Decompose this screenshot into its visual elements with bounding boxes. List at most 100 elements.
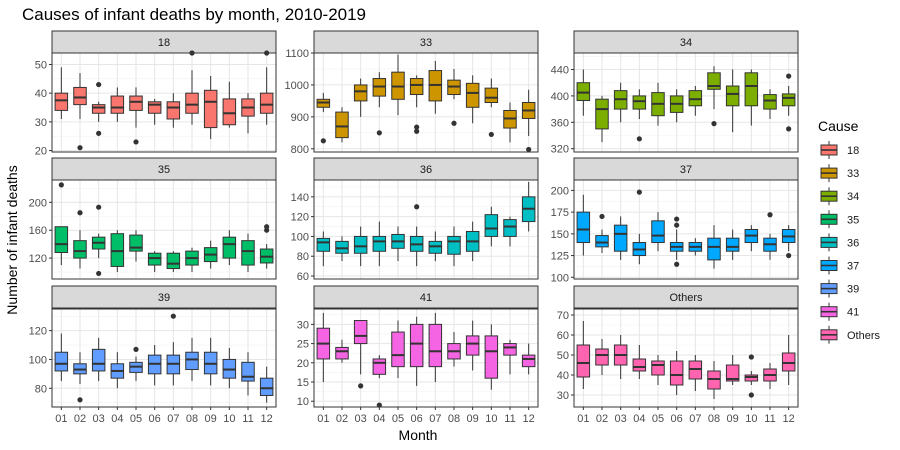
legend-label: 33 [847, 168, 859, 180]
x-tick-label: 08 [708, 413, 720, 425]
box-body [353, 84, 368, 102]
outlier-point [77, 210, 83, 216]
legend-label: 37 [847, 261, 859, 273]
panel-strip-label: 37 [680, 164, 692, 176]
x-tick-label: 10 [223, 413, 235, 425]
box-11 [763, 89, 777, 119]
box-12 [781, 86, 796, 116]
x-tick-label: 07 [167, 413, 179, 425]
outlier-point [674, 216, 680, 222]
box-body [484, 214, 499, 237]
y-tick-label: 10 [297, 396, 309, 408]
box-06 [669, 89, 684, 123]
box-05 [651, 212, 665, 252]
box-11 [763, 233, 777, 260]
x-tick-label: 02 [74, 413, 86, 425]
box-01 [316, 312, 331, 383]
box-02 [73, 352, 87, 384]
box-10 [744, 371, 759, 385]
box-12 [259, 244, 274, 269]
box-body [503, 219, 517, 237]
outlier-point [488, 131, 494, 138]
box-body [576, 211, 591, 244]
y-tick-label: 40 [35, 88, 47, 100]
outlier-point [674, 222, 680, 228]
box-body [651, 220, 665, 244]
legend-item-37: 37 [820, 256, 859, 275]
box-03 [613, 216, 628, 260]
plot-background [52, 309, 276, 407]
plot-background [314, 309, 538, 407]
outlier-point [414, 124, 420, 130]
legend-label: 34 [847, 191, 859, 203]
legend-label: 18 [847, 145, 859, 157]
y-tick-label: 400 [551, 91, 569, 103]
box-08 [447, 332, 461, 367]
box-body [54, 226, 69, 254]
chart-title: Causes of infant deaths by month, 2010-2… [22, 5, 366, 24]
box-body [409, 323, 424, 368]
box-02 [73, 73, 87, 119]
box-body [316, 237, 331, 252]
x-tick-label: 06 [149, 413, 161, 425]
x-tick-label: 03 [93, 413, 105, 425]
box-08 [447, 226, 461, 267]
box-01 [54, 67, 69, 119]
legend-label: Others [847, 330, 881, 342]
box-body [335, 111, 349, 139]
box-02 [595, 339, 609, 375]
box-03 [353, 78, 368, 117]
box-body [744, 72, 759, 107]
outlier-point [414, 128, 420, 134]
plot-background [314, 53, 538, 152]
x-tick-label: 10 [485, 413, 497, 425]
panel-border [313, 308, 539, 408]
box-10 [222, 81, 237, 128]
box-06 [669, 351, 684, 395]
box-04 [632, 345, 647, 379]
box-body [241, 361, 255, 382]
x-tick-label: 03 [615, 413, 627, 425]
x-tick-label: 11 [242, 413, 253, 425]
x-tick-label: 08 [448, 413, 460, 425]
box-01 [576, 194, 591, 256]
box-12 [259, 366, 274, 403]
plot-background [52, 53, 276, 152]
x-tick-label: 09 [467, 413, 479, 425]
panel-strip-label: 33 [420, 37, 432, 49]
y-tick-label: 150 [551, 229, 569, 241]
y-tick-label: 200 [29, 197, 47, 209]
outlier-point [96, 270, 102, 277]
y-tick-label: 140 [291, 192, 309, 204]
legend-item-36: 36 [820, 233, 859, 252]
box-body [669, 360, 684, 386]
y-axis-title: Number of infant deaths [4, 165, 20, 314]
box-06 [147, 98, 162, 125]
box-10 [484, 206, 499, 247]
y-tick-label: 320 [551, 144, 569, 156]
panel-border [573, 308, 799, 408]
box-09 [725, 229, 740, 260]
x-tick-label: 04 [373, 413, 385, 425]
box-10 [484, 324, 499, 390]
legend-item-Others: Others [820, 325, 881, 344]
box-07 [166, 251, 181, 273]
box-body [484, 335, 499, 379]
x-tick-label: 01 [577, 413, 589, 425]
box-body [428, 323, 443, 368]
x-tick-label: 12 [783, 413, 795, 425]
box-body [595, 348, 609, 366]
outlier-point [767, 212, 773, 218]
y-tick-label: 60 [297, 271, 309, 283]
box-body [110, 95, 125, 114]
box-12 [521, 343, 536, 375]
outlier-point [96, 204, 102, 210]
box-09 [465, 75, 480, 124]
box-03 [353, 226, 368, 267]
box-body [241, 240, 255, 266]
x-tick-label: 11 [504, 413, 515, 425]
x-tick-label: 05 [130, 413, 142, 425]
y-tick-label: 30 [35, 117, 47, 129]
box-10 [744, 225, 759, 252]
